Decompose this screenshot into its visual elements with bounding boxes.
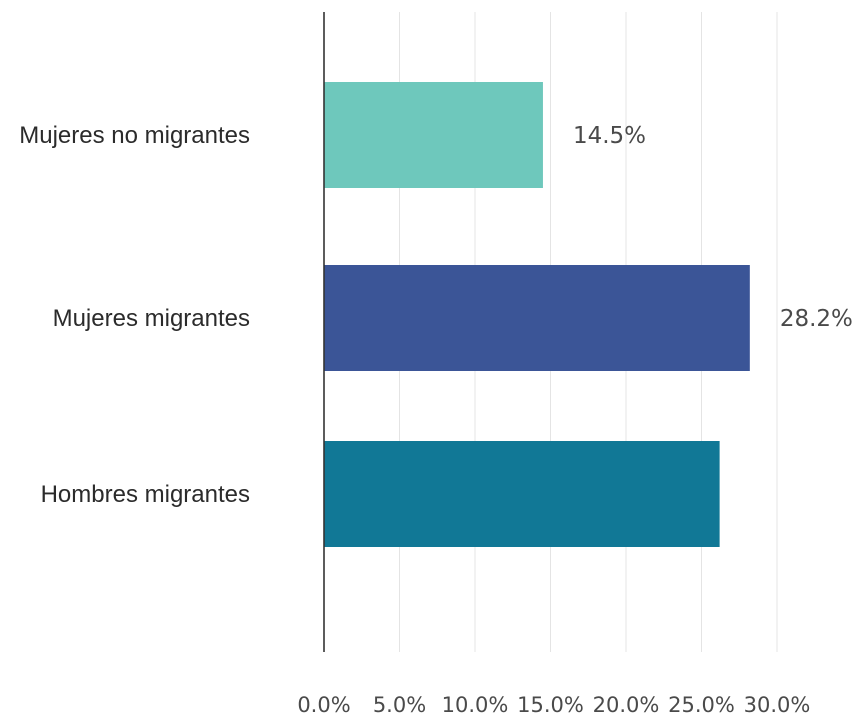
bars <box>324 82 750 547</box>
x-axis-tick-labels: 0.0% 5.0% 10.0% 15.0% 20.0% 25.0% 30.0% <box>297 693 810 717</box>
category-label-2: Hombres migrantes <box>41 481 250 508</box>
category-label-1: Mujeres migrantes <box>53 305 250 332</box>
data-label-1: 28.2% <box>780 306 853 332</box>
category-labels: Mujeres no migrantes Mujeres migrantes Hom… <box>19 122 250 508</box>
category-label-0: Mujeres no migrantes <box>19 122 250 149</box>
x-tick-label-0: 0.0% <box>297 693 350 717</box>
bar-2 <box>324 441 720 547</box>
x-tick-label-5: 25.0% <box>668 693 735 717</box>
data-labels: 14.5% 28.2% <box>573 123 853 332</box>
x-tick-label-1: 5.0% <box>373 693 426 717</box>
x-tick-label-3: 15.0% <box>517 693 584 717</box>
bar-1 <box>324 265 750 371</box>
x-tick-label-4: 20.0% <box>593 693 660 717</box>
x-tick-label-6: 30.0% <box>744 693 811 717</box>
bar-0 <box>324 82 543 188</box>
x-tick-label-2: 10.0% <box>442 693 509 717</box>
data-label-0: 14.5% <box>573 123 646 149</box>
